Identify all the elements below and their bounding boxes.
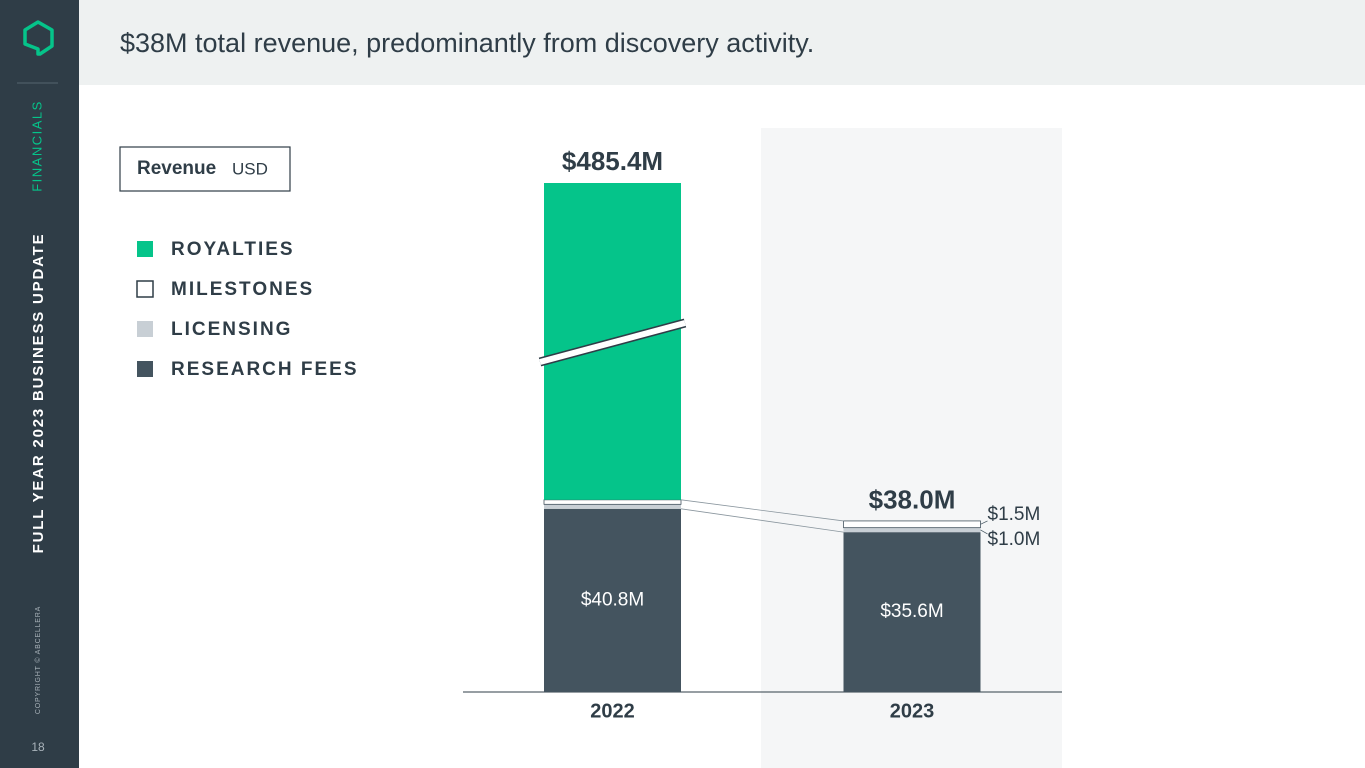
value-label: $35.6M <box>880 601 943 622</box>
leader-line <box>980 520 988 525</box>
axis-break <box>539 320 686 365</box>
x-tick-label: 2023 <box>890 700 935 722</box>
value-label: $1.0M <box>988 529 1041 550</box>
copyright: COPYRIGHT © ABCELLERA <box>34 606 42 714</box>
x-tick-label: 2022 <box>590 700 635 722</box>
legend-swatch <box>136 280 154 298</box>
bar-segment <box>543 499 682 505</box>
legend-header: Revenue <box>137 158 216 179</box>
value-label: $1.5M <box>988 504 1041 525</box>
bar-segment <box>544 508 681 692</box>
total-label: $38.0M <box>869 484 956 514</box>
legend-label: LICENSING <box>171 319 292 340</box>
bar-segment <box>843 532 981 692</box>
header-band <box>79 0 1365 85</box>
total-label: $485.4M <box>562 146 663 176</box>
bar-segment <box>843 520 981 529</box>
sidebar <box>0 0 79 768</box>
legend-header-box <box>119 146 291 192</box>
bar-segment <box>843 527 981 533</box>
legend-swatch <box>137 321 153 337</box>
legend-swatch <box>137 361 153 377</box>
page-number: 18 <box>31 740 45 754</box>
logo <box>23 20 54 56</box>
deck-label: FULL YEAR 2023 BUSINESS UPDATE <box>30 233 47 554</box>
connector <box>680 508 844 533</box>
bar-segment <box>544 504 681 509</box>
connector <box>680 499 844 522</box>
section-label: FINANCIALS <box>29 100 44 192</box>
value-label: $40.8M <box>581 589 644 610</box>
legend-unit: USD <box>232 159 268 178</box>
legend-label: MILESTONES <box>171 279 314 300</box>
legend-swatch <box>137 241 153 257</box>
chart-title: $38M total revenue, predominantly from d… <box>120 28 814 58</box>
legend-label: ROYALTIES <box>171 239 295 260</box>
leader-line <box>980 529 988 535</box>
legend-label: RESEARCH FEES <box>171 359 359 380</box>
